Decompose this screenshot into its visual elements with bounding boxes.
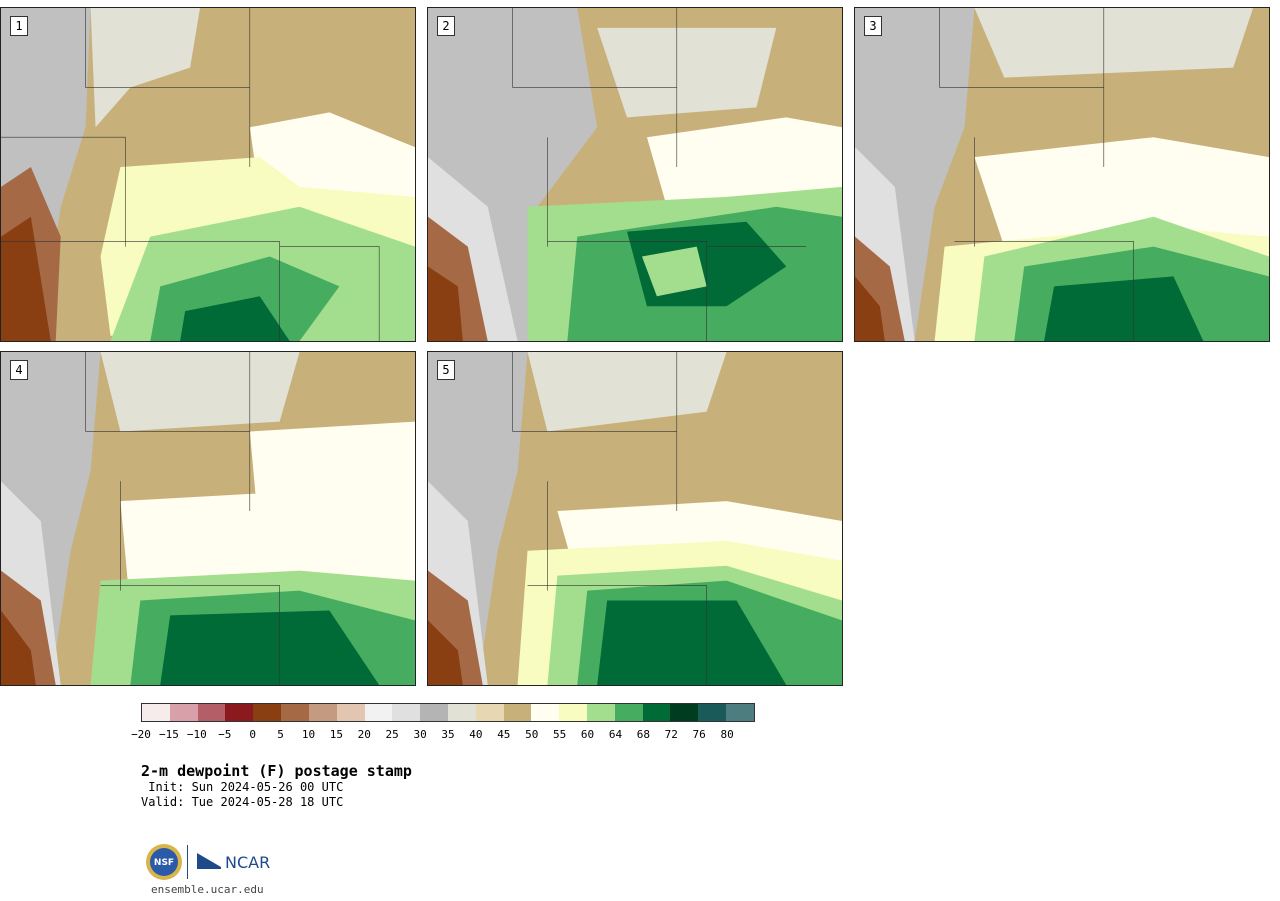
colorbar-tick-label: 30	[413, 728, 427, 741]
colorbar-cell	[225, 704, 254, 721]
logo-divider	[187, 845, 188, 879]
colorbar-ticks: −20 −15 −10 −5 0 5 10 15 20 25 30 35 40 45 50 55 60 64 68 7…	[131, 728, 755, 742]
colorbar-tick-label: 35	[441, 728, 455, 741]
colorbar-tick-label: −15	[158, 728, 179, 741]
colorbar-tick-label: 72	[664, 728, 678, 741]
chart-title: 2-m dewpoint (F) postage stamp	[141, 762, 412, 780]
colorbar-cell	[197, 704, 226, 721]
colorbar-tick-label: 60	[580, 728, 595, 741]
colorbar-cell	[475, 704, 504, 721]
colorbar-cell	[559, 704, 587, 721]
colorbar-tick-label: 0	[249, 728, 256, 741]
postage-stamp-panel-2: 2	[427, 7, 843, 342]
dewpoint-map-5	[428, 352, 842, 685]
colorbar-cell	[308, 704, 337, 721]
colorbar-cell	[364, 704, 393, 721]
colorbar-tick-label: 15	[329, 728, 343, 741]
colorbar-tick-label: −5	[218, 728, 232, 741]
dewpoint-map-4	[1, 352, 415, 685]
colorbar-cell	[253, 704, 282, 721]
colorbar-tick-label: −10	[186, 728, 207, 741]
colorbar-cell	[392, 704, 421, 721]
dewpoint-map-3	[855, 8, 1269, 341]
colorbar-tick-label: 68	[636, 728, 650, 741]
colorbar-cell	[169, 704, 198, 721]
colorbar-tick-label: −20	[131, 728, 151, 741]
colorbar-cell	[142, 704, 170, 721]
panel-label: 2	[437, 16, 455, 36]
colorbar-cell	[281, 704, 309, 721]
colorbar-cell	[447, 704, 476, 721]
ncar-logo-text: NCAR	[225, 853, 270, 872]
colorbar-tick-label: 80	[720, 728, 734, 741]
colorbar-tick-label: 20	[357, 728, 371, 741]
colorbar-tick-label: 64	[608, 728, 623, 741]
colorbar-tick-label: 10	[301, 728, 316, 741]
panel-label: 5	[437, 360, 455, 380]
colorbar-cell	[698, 704, 727, 721]
colorbar-cell	[670, 704, 699, 721]
website-url: ensemble.ucar.edu	[151, 883, 264, 896]
postage-stamp-panel-1: 1	[0, 7, 416, 342]
colorbar-cell	[336, 704, 365, 721]
dewpoint-map-2	[428, 8, 842, 341]
panel-label: 4	[10, 360, 28, 380]
colorbar-tick-label: 45	[497, 728, 511, 741]
colorbar-tick-label: 50	[525, 728, 539, 741]
colorbar-cell	[587, 704, 615, 721]
colorbar-tick-label: 55	[553, 728, 567, 741]
valid-time: Valid: Tue 2024-05-28 18 UTC	[141, 795, 344, 809]
colorbar-cell	[531, 704, 560, 721]
init-time: Init: Sun 2024-05-26 00 UTC	[141, 780, 344, 794]
ncar-logo: NCAR	[197, 853, 270, 872]
colorbar	[141, 703, 755, 722]
colorbar-tick-label: 25	[385, 728, 399, 741]
colorbar-tick-label: 40	[469, 728, 483, 741]
colorbar-cell	[420, 704, 448, 721]
panel-label: 3	[864, 16, 882, 36]
colorbar-cell	[614, 704, 643, 721]
colorbar-cell	[503, 704, 532, 721]
nsf-logo: NSF	[146, 844, 182, 880]
colorbar-cell	[642, 704, 671, 721]
postage-stamp-panel-3: 3	[854, 7, 1270, 342]
nsf-logo-text: NSF	[154, 858, 174, 868]
colorbar-cell	[726, 704, 754, 721]
postage-stamp-panel-5: 5	[427, 351, 843, 686]
postage-stamp-panel-4: 4	[0, 351, 416, 686]
logos: NSF NCAR	[145, 843, 275, 881]
colorbar-tick-label: 5	[277, 728, 284, 741]
colorbar-tick-label: 76	[692, 728, 706, 741]
panel-label: 1	[10, 16, 28, 36]
dewpoint-map-1	[1, 8, 415, 341]
